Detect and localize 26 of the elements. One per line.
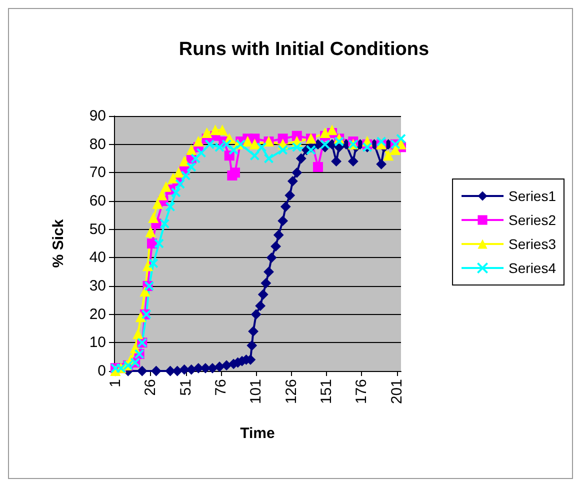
legend-label: Series4 (508, 260, 556, 276)
x-tick-label: 76 (212, 379, 230, 396)
y-tick-label: 40 (89, 249, 106, 266)
chart-title: Runs with Initial Conditions (178, 39, 430, 60)
legend-label: Series2 (508, 212, 556, 228)
y-axis-title: % Sick (50, 218, 67, 268)
legend-label: Series1 (508, 188, 556, 204)
y-tick-label: 60 (89, 192, 106, 210)
x-tick-label: 201 (388, 379, 406, 404)
x-tick-label: 126 (282, 379, 300, 404)
y-tick-label: 80 (89, 136, 106, 153)
y-tick-label: 50 (89, 220, 106, 238)
x-tick-label: 26 (142, 379, 160, 396)
x-axis-title: Time (240, 425, 275, 442)
y-tick-label: 90 (89, 108, 106, 124)
x-tick-label: 51 (177, 379, 194, 396)
y-tick-label: 10 (89, 334, 106, 352)
y-tick-label: 0 (98, 362, 106, 380)
legend-label: Series3 (508, 236, 556, 252)
y-tick-label: 20 (89, 306, 106, 323)
x-tick-label: 101 (248, 379, 265, 404)
y-tick-label: 70 (89, 164, 106, 182)
x-tick-label: 1 (106, 379, 124, 388)
y-tick-label: 30 (89, 278, 106, 294)
x-tick-label: 176 (353, 379, 370, 404)
x-tick-label: 151 (318, 379, 335, 404)
